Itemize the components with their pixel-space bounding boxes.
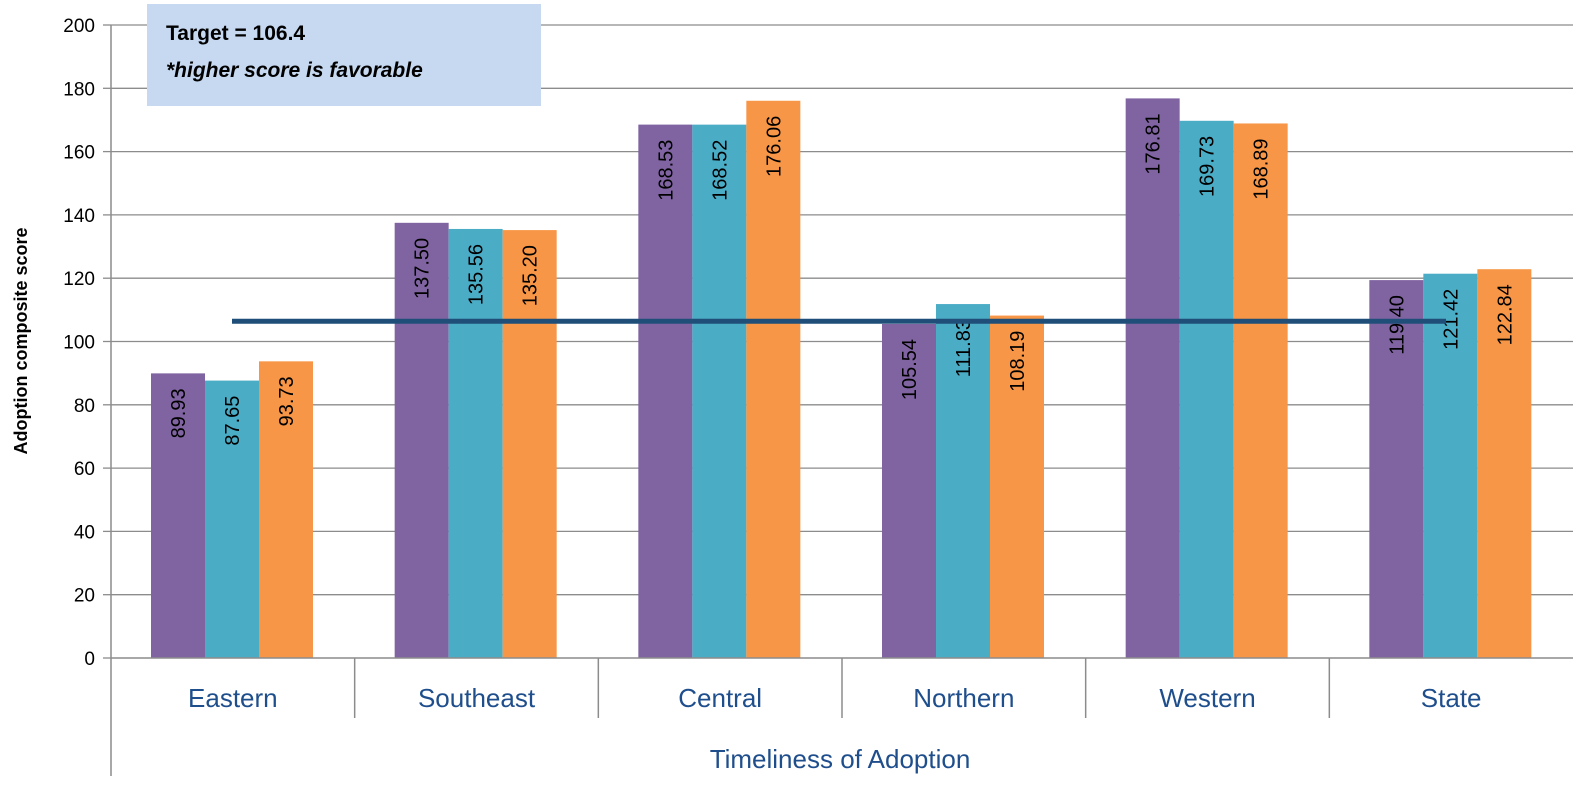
bar-value-label: 168.52 <box>709 140 731 201</box>
bar-value-label: 105.54 <box>899 339 921 400</box>
bar <box>1179 120 1234 658</box>
x-tick-label: Western <box>1159 683 1255 713</box>
bar <box>1423 273 1478 658</box>
target-annotation: Target = 106.4 *higher score is favorabl… <box>147 4 541 106</box>
bar-value-label: 135.20 <box>520 245 542 306</box>
y-axis-title: Adoption composite score <box>11 227 31 454</box>
x-tick-label: Southeast <box>418 683 536 713</box>
bar-value-label: 176.81 <box>1143 113 1165 174</box>
bar <box>259 361 313 658</box>
x-tick-label: Northern <box>913 683 1014 713</box>
y-tick-label: 40 <box>74 522 95 543</box>
y-tick-label: 160 <box>63 143 95 164</box>
annotation-box <box>147 4 541 106</box>
bar-value-label: 168.53 <box>655 140 677 201</box>
y-tick-label: 200 <box>63 16 95 37</box>
bar <box>205 380 259 658</box>
bar <box>1477 269 1532 658</box>
bar <box>151 373 205 658</box>
bar <box>936 304 990 658</box>
annotation-target-text: Target = 106.4 <box>166 22 305 45</box>
y-tick-label: 120 <box>63 269 95 290</box>
bar-value-label: 121.42 <box>1440 289 1462 350</box>
bar-value-label: 137.50 <box>412 238 434 299</box>
bar-value-label: 176.06 <box>763 116 785 177</box>
bar-value-label: 119.40 <box>1386 295 1408 355</box>
bar-value-label: 135.56 <box>466 244 488 305</box>
y-tick-label: 60 <box>74 459 95 480</box>
bar-value-label: 87.65 <box>222 396 244 446</box>
bar-value-label: 89.93 <box>168 388 190 438</box>
bar-value-label: 168.89 <box>1251 138 1273 199</box>
y-tick-label: 140 <box>63 206 95 227</box>
bar-value-label: 122.84 <box>1494 284 1516 345</box>
bar-value-label: 111.83 <box>953 319 975 377</box>
bar <box>638 124 693 659</box>
x-tick-label: Central <box>678 683 762 713</box>
axes: 0 20 40 60 80 100 120 140 160 180 200 Eastern Southe… <box>63 16 1573 776</box>
bar <box>1125 98 1180 658</box>
bar-value-label: 169.73 <box>1197 136 1219 197</box>
x-tick-label: State <box>1421 683 1482 713</box>
bar <box>394 222 449 658</box>
y-tick-label: 20 <box>74 586 95 607</box>
bar-value-label: 93.73 <box>276 376 298 426</box>
bars <box>151 98 1532 659</box>
gridlines <box>111 24 1573 596</box>
bar <box>692 124 747 658</box>
bar <box>502 230 557 659</box>
bar-value-label: 108.19 <box>1007 331 1029 392</box>
x-tick-label: Eastern <box>188 683 278 713</box>
bar <box>882 323 936 658</box>
bar-value-labels: 89.93 137.50 168.53 105.54 176.81 119.40 87.65… <box>168 113 1516 445</box>
y-tick-label: 80 <box>74 396 95 417</box>
bar <box>990 315 1044 658</box>
bar <box>746 100 801 659</box>
annotation-note-text: *higher score is favorable <box>166 59 423 82</box>
x-axis-title: Timeliness of Adoption <box>710 744 971 774</box>
bar <box>1233 123 1288 659</box>
y-tick-label: 180 <box>63 79 95 100</box>
y-tick-label: 0 <box>84 649 95 670</box>
bar <box>448 228 503 658</box>
bar <box>1369 280 1424 658</box>
y-tick-label: 100 <box>63 333 95 354</box>
